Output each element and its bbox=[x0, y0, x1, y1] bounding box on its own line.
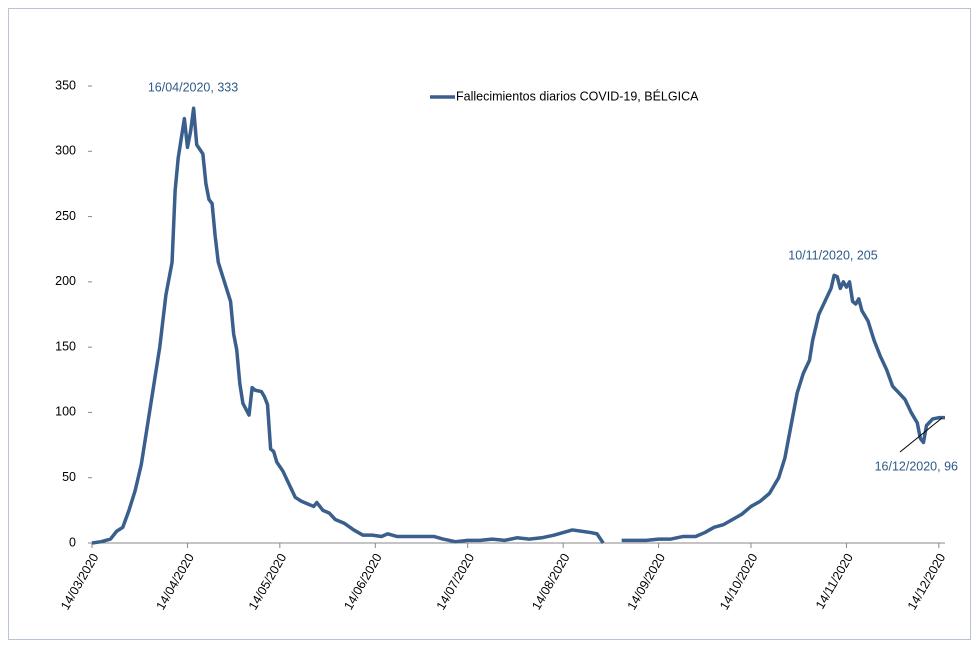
series-line bbox=[91, 106, 945, 545]
y-tick-label: 50 bbox=[62, 470, 76, 484]
y-tick-label: 150 bbox=[55, 339, 76, 353]
y-tick-label: 250 bbox=[55, 209, 76, 223]
annotation-leader bbox=[899, 417, 943, 453]
y-tick-label: 0 bbox=[69, 535, 76, 549]
annotation: 16/12/2020, 96 bbox=[875, 459, 958, 473]
chart-frame bbox=[8, 8, 971, 640]
y-tick-label: 300 bbox=[55, 144, 76, 158]
annotation: 10/11/2020, 205 bbox=[788, 248, 877, 262]
y-tick-label: 100 bbox=[55, 405, 76, 419]
legend-label: Fallecimientos diarios COVID-19, BÉLGICA bbox=[456, 88, 699, 103]
y-tick-label: 350 bbox=[55, 78, 76, 92]
y-tick-label: 200 bbox=[55, 274, 76, 288]
annotation: 16/04/2020, 333 bbox=[148, 80, 238, 94]
